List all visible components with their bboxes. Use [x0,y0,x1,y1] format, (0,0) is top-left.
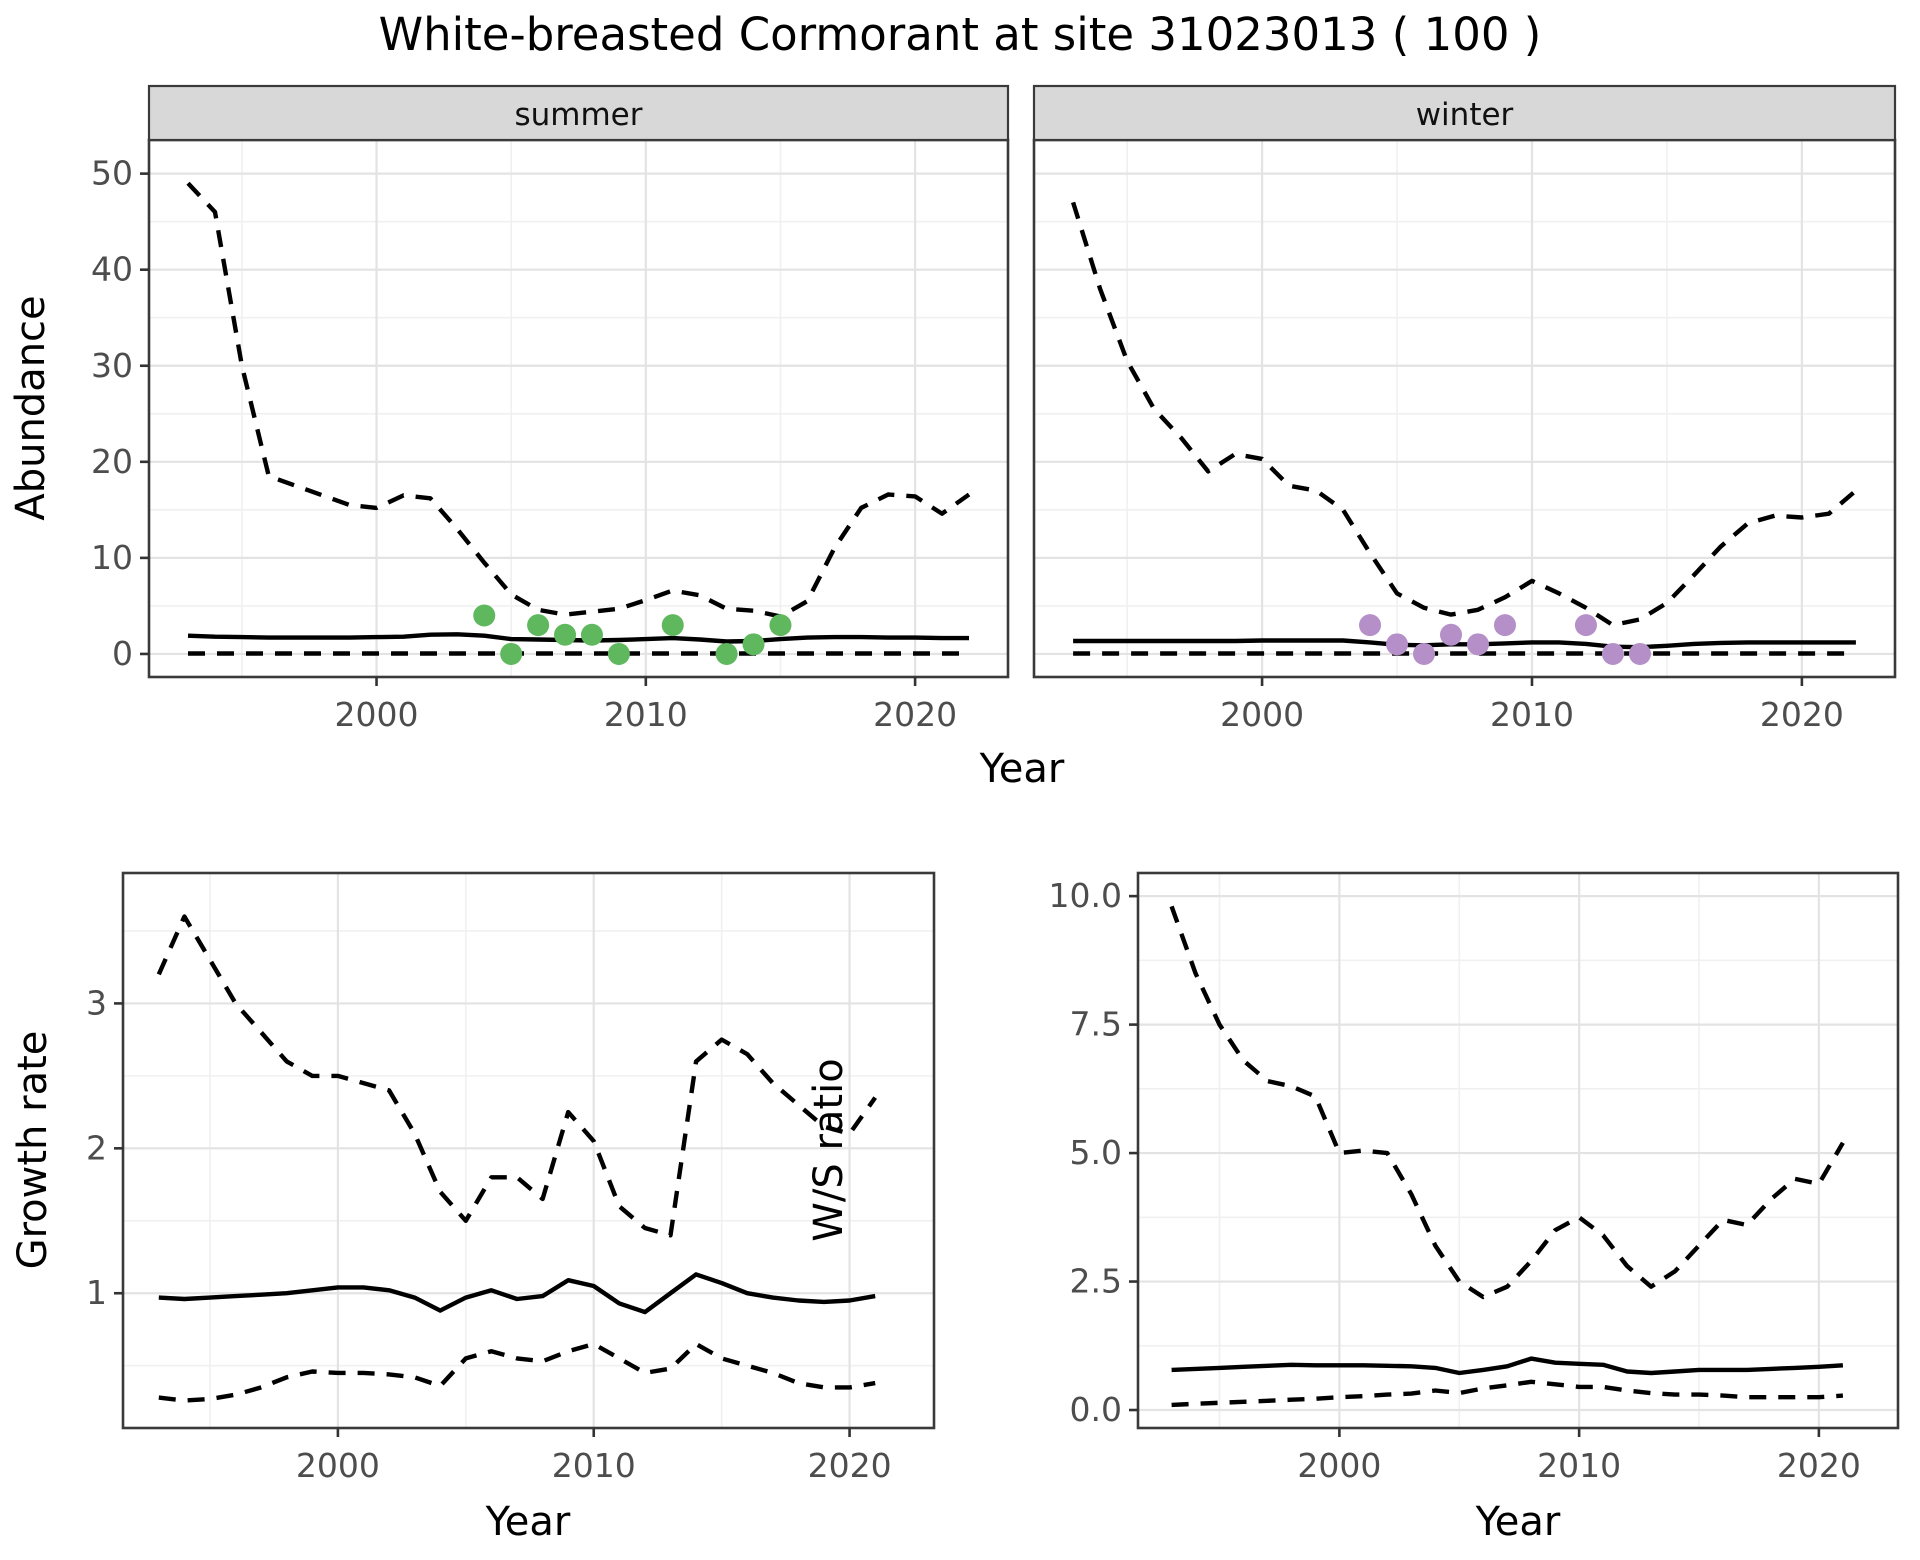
panel-border [1136,871,1900,1430]
y-tick-label: 10.0 [1049,876,1122,915]
x-tick-label: 2010 [552,1446,636,1485]
y-tick-label: 40 [91,250,133,289]
facet-strip-label: winter [1416,97,1514,133]
data-point [1493,614,1516,637]
data-point [527,614,550,637]
panel-abundance-summer: summer 2000 2010 2020 0 10 20 30 40 50 [91,84,1010,734]
y-tick-label: 3 [86,983,107,1022]
x-tick-label: 2020 [1760,695,1844,734]
data-point [554,623,577,646]
y-axis-title-ws-ratio: W/S ratio [806,1058,852,1241]
y-tick-label: 20 [91,442,133,481]
x-tick-label: 2020 [1777,1446,1861,1485]
y-tick-label: 0 [112,634,133,673]
series-upper-95ci [1169,905,1845,1300]
panel-background [1034,140,1895,677]
x-tick-label: 2000 [296,1446,380,1485]
data-point [715,642,738,665]
data-point [1466,633,1489,656]
y-axis-title-growth-rate: Growth rate [10,1031,56,1270]
x-tick-label: 2000 [335,695,419,734]
series-mean [1171,1356,1844,1376]
data-point [500,642,523,665]
x-tick-label: 2010 [1490,695,1574,734]
panel-background [149,140,1008,677]
x-tick-label: 2020 [873,695,957,734]
y-tick-label: 2.5 [1070,1262,1122,1301]
x-axis-title-year-ws: Year [1475,1499,1561,1545]
data-point [1440,623,1463,646]
series-upper-95ci [186,181,971,619]
x-axis-title-year-top: Year [979,746,1065,792]
panel-ws-ratio: 2000 2010 2020 0.0 2.5 5.0 7.5 10.0 [1049,871,1900,1485]
facet-strip [1032,84,1897,142]
data-point [769,614,792,637]
y-tick-label: 50 [91,154,133,193]
data-point [1574,614,1597,637]
x-tick-label: 2020 [808,1446,892,1485]
data-point [1413,642,1436,665]
data-point [473,604,496,627]
y-tick-label: 1 [86,1273,107,1312]
y-tick-label: 0.0 [1070,1390,1122,1429]
data-point [1628,642,1651,665]
x-axis-title-year-growth: Year [485,1499,571,1545]
y-axis-title-abundance: Abundance [8,295,54,520]
y-tick-label: 30 [91,346,133,385]
facet-strip [147,84,1010,142]
data-point [580,623,603,646]
y-tick-label: 5.0 [1070,1133,1122,1172]
data-point [607,642,630,665]
series-lower-95ci [1171,1379,1844,1408]
panel-border [121,871,936,1430]
series-upper-95ci [1070,201,1858,628]
data-point [1386,633,1409,656]
facet-strip-label: summer [514,97,642,133]
x-tick-label: 2010 [604,695,688,734]
series-lower-95ci [158,1341,876,1403]
x-tick-label: 2000 [1220,695,1304,734]
series-mean [187,632,969,644]
y-tick-label: 2 [86,1128,107,1167]
series-mean [158,1272,876,1315]
y-tick-label: 7.5 [1070,1005,1122,1044]
data-point [742,633,765,656]
panel-background [1138,873,1898,1428]
figure-title: White-breasted Cormorant at site 3102301… [378,8,1542,61]
series-mean [1073,638,1856,650]
data-point [1601,642,1624,665]
panel-background [123,873,934,1428]
y-tick-label: 10 [91,538,133,577]
panel-abundance-winter: winter 2000 2010 2020 [1032,84,1897,734]
panel-growth-rate: 2000 2010 2020 1 2 3 [86,871,936,1485]
x-tick-label: 2000 [1297,1446,1381,1485]
x-tick-label: 2010 [1537,1446,1621,1485]
data-point [1359,614,1382,637]
data-point [661,614,684,637]
